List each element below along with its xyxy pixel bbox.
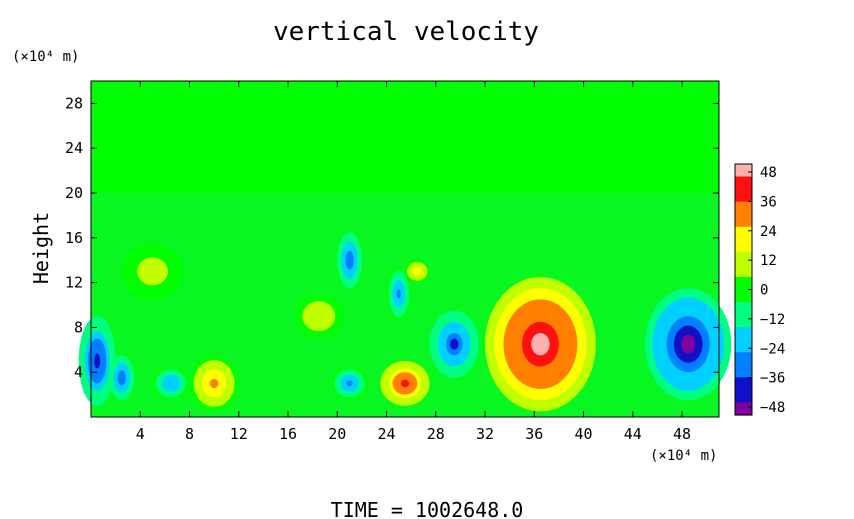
colorbar-swatch-17 xyxy=(735,270,752,278)
y-tick-label-6: 28 xyxy=(65,94,83,112)
colorbar-swatch-36 xyxy=(735,389,752,397)
x-tick-label-2: 12 xyxy=(230,425,248,443)
x-tick-label-6: 28 xyxy=(427,425,445,443)
x-tick-label-3: 16 xyxy=(279,425,297,443)
colorbar-swatch-18 xyxy=(735,276,752,284)
colorbar-swatch-0 xyxy=(735,164,752,171)
y-tick-label-4: 20 xyxy=(65,184,83,202)
y-axis-label: Height xyxy=(29,212,53,284)
colorbar-swatch-14 xyxy=(735,251,752,259)
plot-frame xyxy=(90,80,720,418)
heatmap-feature-0-level-5 xyxy=(531,333,550,356)
colorbar-swatch-34 xyxy=(735,377,752,385)
colorbar-tick-label-5: −12 xyxy=(760,312,785,328)
heatmap-field xyxy=(78,80,732,418)
colorbar-swatch-8 xyxy=(735,214,752,222)
heatmap-feature-9-level-5 xyxy=(346,380,353,387)
x-tick-label-8: 36 xyxy=(525,425,543,443)
colorbar-swatch-25 xyxy=(735,320,752,328)
colorbar-swatch-20 xyxy=(735,289,752,297)
colorbar-swatch-33 xyxy=(735,371,752,378)
x-tick-label-1: 8 xyxy=(185,425,194,443)
colorbar-swatch-7 xyxy=(735,207,752,215)
colorbar-swatch-4 xyxy=(735,189,752,196)
colorbar-swatch-37 xyxy=(735,396,752,404)
colorbar-swatch-29 xyxy=(735,345,752,353)
colorbar-swatch-21 xyxy=(735,295,752,303)
time-footer: TIME = 1002648.0 xyxy=(331,498,524,519)
heatmap-feature-11-level-5 xyxy=(119,374,124,382)
colorbar-swatch-1 xyxy=(735,170,752,178)
colorbar-swatch-31 xyxy=(735,358,752,366)
colorbar-swatch-24 xyxy=(735,314,752,322)
colorbar-swatch-32 xyxy=(735,364,752,372)
x-tick-label-5: 24 xyxy=(377,425,395,443)
heatmap-feature-10-level-5 xyxy=(167,380,175,387)
colorbar-tick-label-2: 24 xyxy=(760,224,777,240)
colorbar-swatch-3 xyxy=(735,182,752,190)
colorbar-swatch-30 xyxy=(735,352,752,360)
colorbar-swatch-11 xyxy=(735,233,752,240)
colorbar: 48 36 24 12 0 −12 −24 −36 −48 xyxy=(734,163,785,416)
heatmap-feature-2-level-5 xyxy=(210,378,219,389)
x-tick-label-9: 40 xyxy=(575,425,593,443)
heatmap-feature-6-level-5 xyxy=(450,338,459,350)
colorbar-swatch-28 xyxy=(735,339,752,347)
colorbar-swatch-38 xyxy=(735,402,752,410)
y-unit-label: (×10⁴ m) xyxy=(12,49,79,65)
colorbar-swatch-2 xyxy=(735,176,752,184)
colorbar-swatch-5 xyxy=(735,195,752,203)
colorbar-swatch-27 xyxy=(735,333,752,341)
x-tick-label-0: 4 xyxy=(136,425,145,443)
colorbar-swatch-10 xyxy=(735,226,752,234)
colorbar-swatch-6 xyxy=(735,201,752,209)
heatmap-feature-3-level-5 xyxy=(415,269,420,274)
colorbar-swatch-16 xyxy=(735,264,752,272)
heatmap-feature-7-level-5 xyxy=(347,255,352,265)
x-tick-label-10: 44 xyxy=(624,425,642,443)
colorbar-swatch-9 xyxy=(735,220,752,228)
y-tick-label-2: 12 xyxy=(65,274,83,292)
colorbar-tick-label-4: 0 xyxy=(760,283,768,299)
colorbar-tick-label-7: −36 xyxy=(760,371,785,387)
colorbar-swatch-19 xyxy=(735,283,752,291)
colorbar-tick-label-0: 48 xyxy=(760,165,777,181)
colorbar-tick-label-1: 36 xyxy=(760,194,777,210)
y-tick-label-0: 4 xyxy=(74,363,83,381)
x-tick-label-11: 48 xyxy=(673,425,691,443)
colorbar-swatch-26 xyxy=(735,327,752,335)
colorbar-swatch-39 xyxy=(735,408,752,416)
colorbar-swatch-12 xyxy=(735,239,752,247)
heatmap-feature-8-level-5 xyxy=(396,289,401,299)
colorbar-tick-label-3: 12 xyxy=(760,253,777,269)
y-tick-label-5: 24 xyxy=(65,139,83,157)
heatmap-feature-4-level-5 xyxy=(681,334,696,354)
x-unit-label: (×10⁴ m) xyxy=(650,448,717,464)
colorbar-tick-label-6: −24 xyxy=(760,341,785,357)
heatmap-feature-5-level-5 xyxy=(94,353,101,369)
colorbar-swatch-15 xyxy=(735,258,752,265)
heatmap-feature-1-level-5 xyxy=(400,379,410,388)
chart-title: vertical velocity xyxy=(273,17,539,47)
x-tick-label-4: 20 xyxy=(328,425,346,443)
colorbar-tick-label-8: −48 xyxy=(760,400,785,416)
x-tick-label-7: 32 xyxy=(476,425,494,443)
y-tick-label-1: 8 xyxy=(74,318,83,336)
colorbar-swatch-22 xyxy=(735,302,752,309)
colorbar-swatch-35 xyxy=(735,383,752,391)
colorbar-swatch-13 xyxy=(735,245,752,253)
colorbar-swatch-23 xyxy=(735,308,752,316)
y-tick-label-3: 16 xyxy=(65,229,83,247)
heatmap-feature-12-level-5 xyxy=(314,312,323,320)
heatmap-feature-13-level-5 xyxy=(147,266,158,277)
